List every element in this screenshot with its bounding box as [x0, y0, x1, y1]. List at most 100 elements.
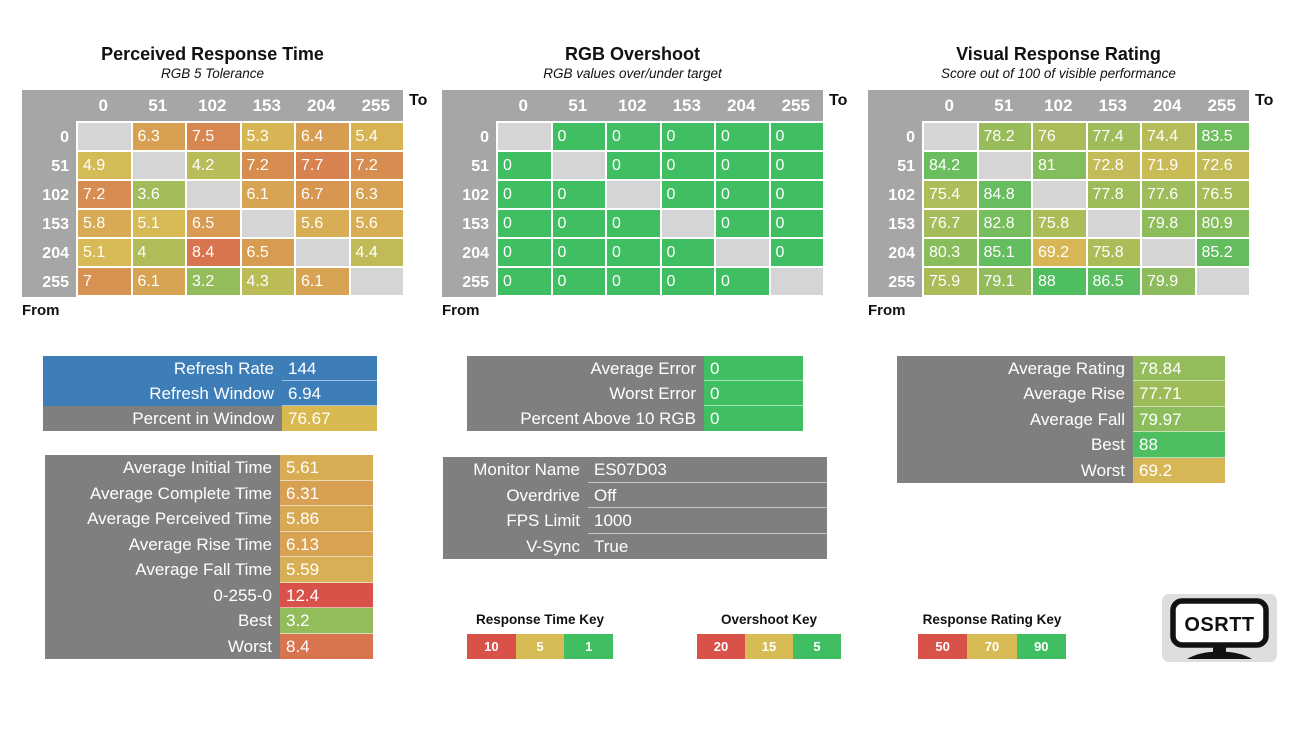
row-header-cell: 153	[22, 210, 76, 239]
heatmap-cell: 6.4	[294, 123, 349, 152]
column-header-cell: 204	[294, 90, 349, 123]
table-title: Visual Response Rating	[956, 44, 1161, 64]
summary-value: 1000	[588, 508, 827, 534]
summary-label: Monitor Name	[443, 457, 588, 483]
key-color-bar: 20 15 5	[697, 634, 841, 659]
summary-value: 5.61	[280, 455, 373, 481]
summary-value: 6.13	[280, 531, 373, 557]
summary-row: Percent Above 10 RGB 0	[467, 406, 803, 431]
summary-row: Average Fall Time 5.59	[45, 557, 373, 583]
key-threshold-cell: 10	[467, 634, 516, 659]
summary-value: 78.84	[1133, 356, 1225, 382]
row-header-cell: 102	[442, 181, 496, 210]
perceived-response-time-table: Perceived Response Time RGB 5 Tolerance …	[22, 40, 462, 330]
heatmap-cell: 4	[130, 239, 185, 268]
heatmap-cell: 6.3	[348, 181, 403, 210]
heatmap-cell: 81	[1031, 152, 1086, 181]
column-header-cell: 153	[239, 90, 294, 123]
heatmap-cell: 5.1	[76, 239, 131, 268]
heatmap-cell: 0	[496, 239, 551, 268]
summary-value: ES07D03	[588, 457, 827, 483]
from-axis-label: From	[442, 302, 480, 319]
summary-value: 6.94	[282, 381, 377, 406]
summary-label: Worst	[45, 633, 280, 659]
summary-row: FPS Limit 1000	[443, 508, 827, 534]
column-header-cell: 51	[976, 90, 1031, 123]
summary-label: Worst Error	[467, 381, 704, 406]
row-header-cell: 51	[22, 152, 76, 181]
summary-row: V-Sync True	[443, 533, 827, 559]
heatmap-cell: 0	[605, 152, 660, 181]
response-times-summary-box: Average Initial Time 5.61 Average Complete…	[45, 455, 373, 659]
summary-row: Worst 69.2	[897, 457, 1225, 483]
heatmap-cell: 0	[768, 210, 823, 239]
summary-label: Refresh Rate	[43, 356, 282, 381]
summary-value: 8.4	[280, 633, 373, 659]
heatmap-cell: 0	[605, 210, 660, 239]
row-header-cell: 255	[868, 268, 922, 297]
summary-value: 0	[704, 406, 803, 431]
summary-row: Refresh Window 6.94	[43, 381, 377, 406]
column-header-cell: 51	[130, 90, 185, 123]
key-color-bar: 50 70 90	[918, 634, 1066, 659]
heatmap-cell	[1085, 210, 1140, 239]
heatmap-cell: 83.5	[1194, 123, 1249, 152]
heatmap-cell: 86.5	[1085, 268, 1140, 297]
visual-response-rating-heatmap: 0 51 102 153 204 255 0 78.2 76 77.4 74.4 83.5 51 84.2…	[868, 90, 1249, 297]
corner-cell	[868, 90, 922, 123]
heatmap-cell: 0	[659, 181, 714, 210]
heatmap-cell: 72.6	[1194, 152, 1249, 181]
heatmap-cell: 6.5	[239, 239, 294, 268]
heatmap-cell: 0	[659, 123, 714, 152]
heatmap-cell: 8.4	[185, 239, 240, 268]
key-threshold-cell: 1	[564, 634, 614, 659]
heatmap-cell: 0	[768, 181, 823, 210]
heatmap-cell: 0	[714, 152, 769, 181]
heatmap-cell	[768, 268, 823, 297]
key-title: Response Time Key	[475, 612, 605, 627]
heatmap-cell	[659, 210, 714, 239]
overshoot-key: Overshoot Key 20 15 5	[697, 610, 841, 659]
heatmap-cell: 0	[768, 123, 823, 152]
row-header-cell: 0	[22, 123, 76, 152]
summary-row: Average Initial Time 5.61	[45, 455, 373, 481]
table-subtitle: Score out of 100 of visible performance	[941, 66, 1176, 81]
heatmap-cell: 79.9	[1140, 268, 1195, 297]
heatmap-cell: 85.1	[976, 239, 1031, 268]
column-header-cell: 204	[1140, 90, 1195, 123]
key-threshold-cell: 5	[515, 634, 565, 659]
heatmap-cell	[1031, 181, 1086, 210]
heatmap-cell: 75.8	[1085, 239, 1140, 268]
summary-value: 5.86	[280, 506, 373, 532]
table-subtitle: RGB 5 Tolerance	[160, 66, 265, 81]
summary-label: Average Error	[467, 356, 704, 381]
heatmap-cell: 71.9	[1140, 152, 1195, 181]
heatmap-cell: 7.7	[294, 152, 349, 181]
summary-value: 144	[282, 356, 377, 381]
summary-value: 0	[704, 381, 803, 406]
heatmap-cell: 7.5	[185, 123, 240, 152]
summary-row: Average Complete Time 6.31	[45, 480, 373, 506]
summary-label: Percent in Window	[43, 406, 282, 431]
from-axis-label: From	[22, 302, 60, 319]
column-header-cell: 255	[348, 90, 403, 123]
summary-label: Percent Above 10 RGB	[467, 406, 704, 431]
row-header-cell: 255	[22, 268, 76, 297]
row-header-cell: 255	[442, 268, 496, 297]
heatmap-cell	[605, 181, 660, 210]
summary-value: 6.31	[280, 480, 373, 506]
row-header-cell: 153	[442, 210, 496, 239]
heatmap-cell: 5.6	[294, 210, 349, 239]
svg-text:OSRTT: OSRTT	[1184, 614, 1254, 636]
summary-label: Average Rating	[897, 356, 1133, 382]
heatmap-cell: 7	[76, 268, 131, 297]
rgb-overshoot-table: RGB Overshoot RGB values over/under targ…	[442, 40, 882, 330]
heatmap-cell: 6.1	[130, 268, 185, 297]
response-time-key: Response Time Key 10 5 1	[467, 610, 614, 659]
column-header-cell: 102	[605, 90, 660, 123]
key-threshold-cell: 15	[745, 634, 793, 659]
heatmap-cell: 7.2	[239, 152, 294, 181]
heatmap-cell: 72.8	[1085, 152, 1140, 181]
heatmap-cell: 69.2	[1031, 239, 1086, 268]
